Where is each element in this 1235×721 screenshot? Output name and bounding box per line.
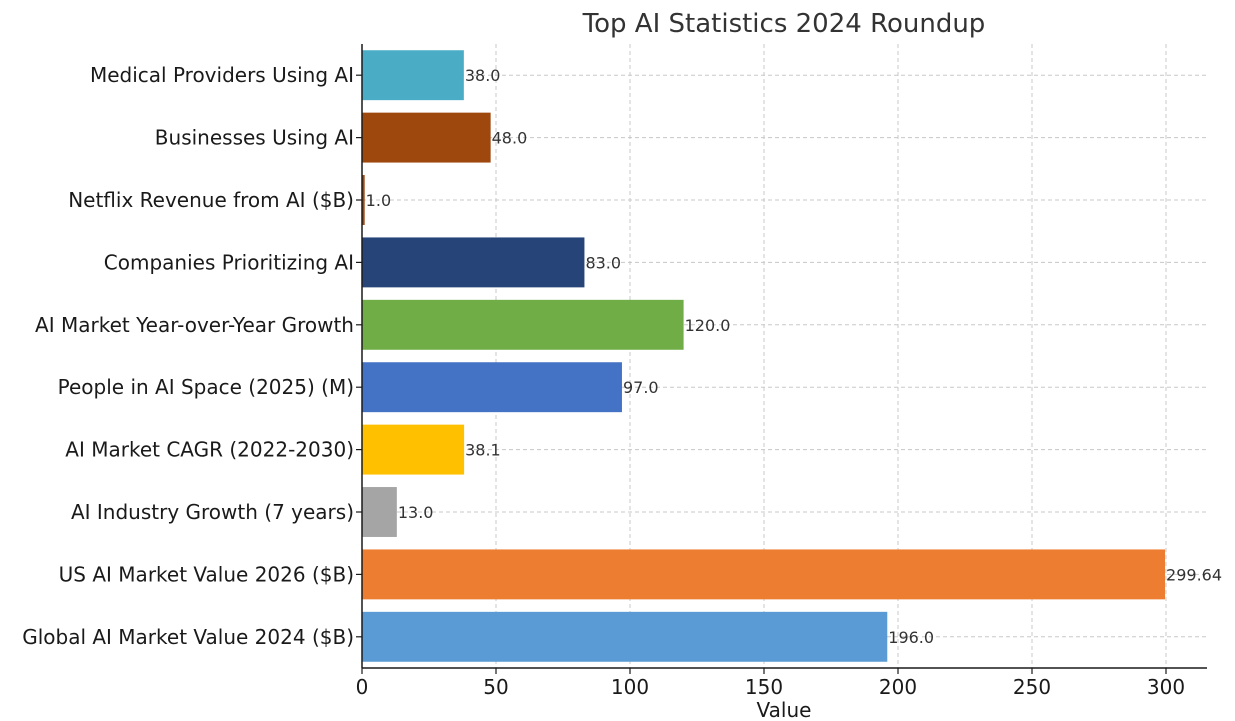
labels: 0 50 100 150 200 250 300 Global AI Market Value… — [22, 63, 1222, 699]
x-tick-label: 300 — [1147, 675, 1185, 699]
bar — [362, 175, 365, 225]
bar — [362, 299, 684, 350]
bar-value-label: 120.0 — [685, 316, 731, 335]
bar-value-label: 13.0 — [398, 503, 434, 522]
bar — [362, 487, 397, 537]
bar-value-label: 38.0 — [465, 66, 501, 85]
category-label: People in AI Space (2025) (M) — [58, 375, 354, 399]
x-tick-label: 150 — [745, 675, 783, 699]
bar — [362, 237, 585, 288]
bar-value-label: 196.0 — [888, 628, 934, 647]
bar-value-label: 1.0 — [366, 191, 391, 210]
category-label: Companies Prioritizing AI — [104, 250, 354, 274]
chart-title: Top AI Statistics 2024 Roundup — [582, 9, 986, 39]
x-axis-title: Value — [757, 698, 812, 721]
bar-value-label: 299.64 — [1166, 565, 1222, 584]
bar-value-label: 83.0 — [585, 253, 621, 272]
bar — [362, 362, 622, 413]
x-tick-label: 200 — [879, 675, 917, 699]
bar-value-label: 97.0 — [623, 378, 659, 397]
category-label: Netflix Revenue from AI ($B) — [68, 188, 354, 212]
bar — [362, 549, 1166, 600]
bar — [362, 50, 464, 101]
category-label: Global AI Market Value 2024 ($B) — [22, 625, 354, 649]
category-label: US AI Market Value 2026 ($B) — [59, 562, 354, 586]
x-tick-label: 0 — [356, 675, 369, 699]
category-label: AI Market CAGR (2022-2030) — [65, 438, 354, 462]
category-label: Medical Providers Using AI — [90, 63, 354, 87]
x-tick-label: 250 — [1013, 675, 1051, 699]
category-label: AI Market Year-over-Year Growth — [35, 313, 354, 337]
bar — [362, 112, 491, 163]
x-tick-label: 50 — [483, 675, 508, 699]
bar — [362, 611, 888, 662]
bar-value-label: 38.1 — [465, 441, 501, 460]
category-label: AI Industry Growth (7 years) — [71, 500, 354, 524]
bars — [362, 50, 1166, 662]
bar-value-label: 48.0 — [492, 129, 528, 148]
axes — [361, 44, 1207, 669]
x-tick-label: 100 — [611, 675, 649, 699]
bar — [362, 424, 465, 475]
category-label: Businesses Using AI — [155, 126, 354, 150]
